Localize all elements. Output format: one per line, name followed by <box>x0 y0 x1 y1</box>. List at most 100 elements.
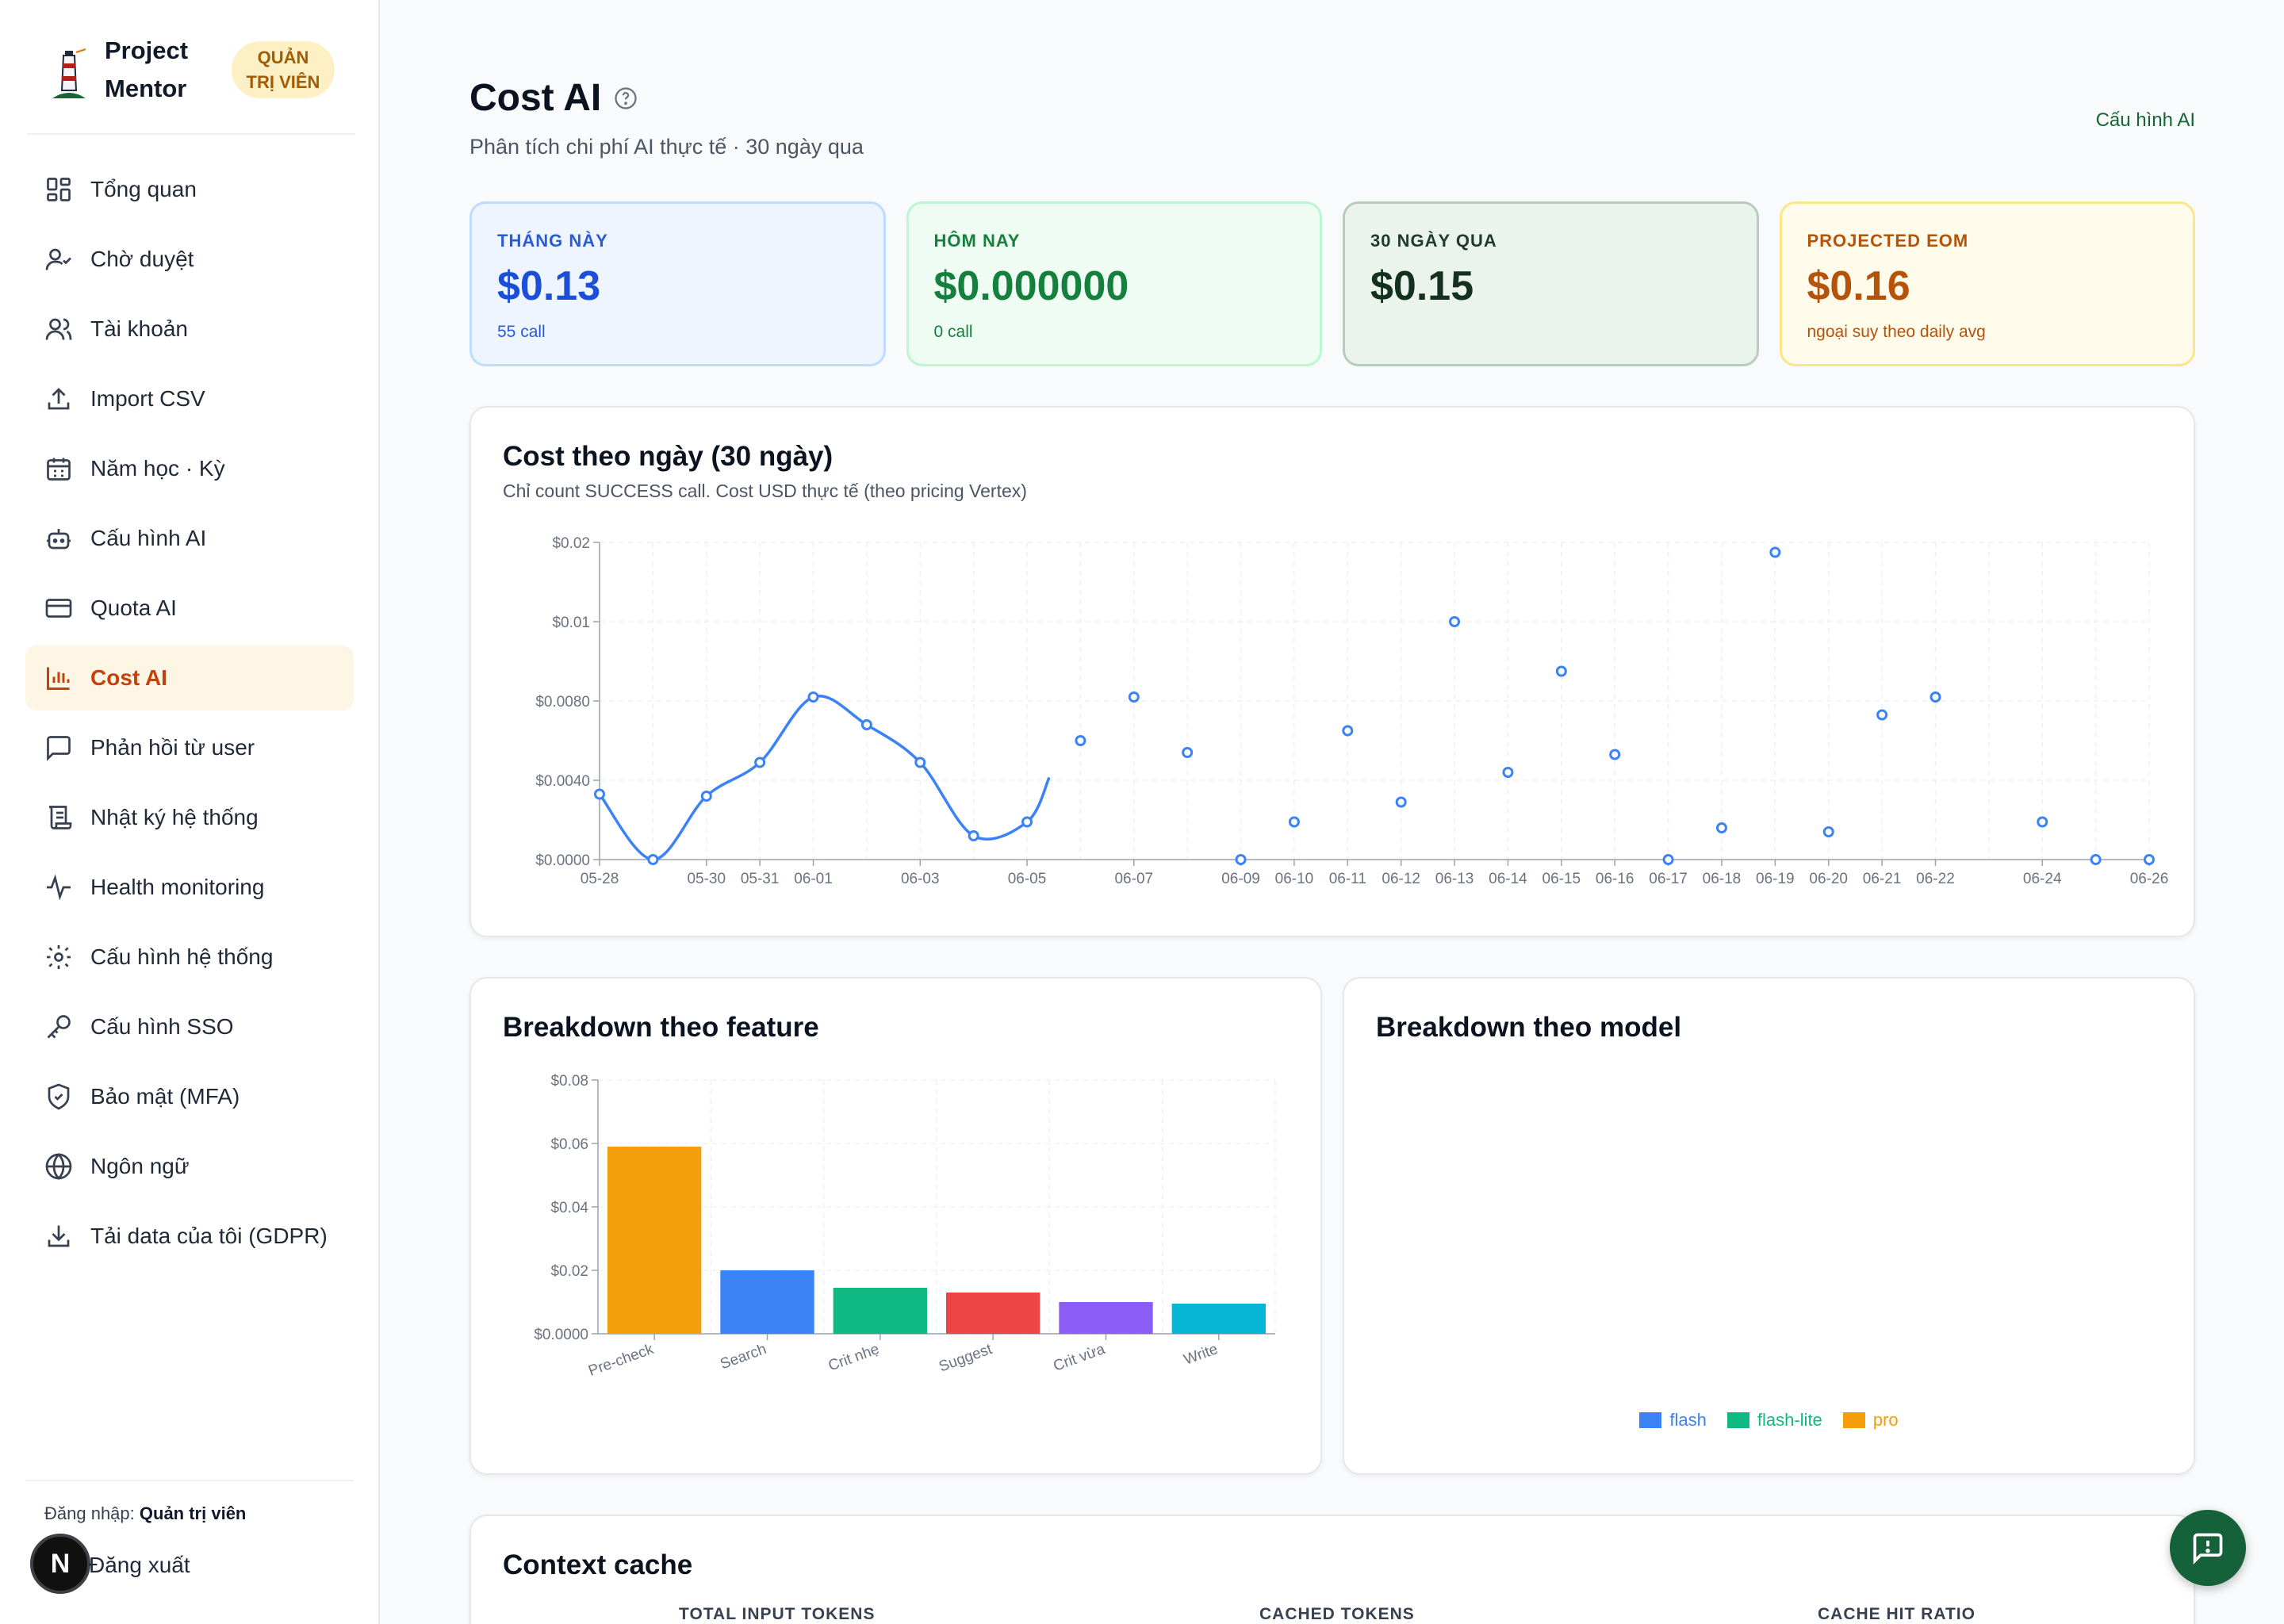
legend-item-flash[interactable]: flash <box>1639 1410 1707 1431</box>
legend-label: pro <box>1872 1410 1899 1430</box>
x-tick-label: 06-17 <box>1649 871 1688 887</box>
app-name-line1: Project <box>105 36 189 64</box>
data-point <box>1930 691 1941 703</box>
ai-config-link[interactable]: Cấu hình AI <box>2095 109 2195 131</box>
data-point <box>1502 767 1514 778</box>
context-cache-title: Context cache <box>503 1549 693 1580</box>
sidebar-item-label: Tổng quan <box>90 177 197 201</box>
bot-icon <box>43 523 75 554</box>
legend-swatch <box>1726 1412 1749 1428</box>
sidebar-item-label: Năm học · Kỳ <box>90 456 225 481</box>
sidebar-item-mfa[interactable]: Bảo mật (MFA) <box>25 1064 354 1129</box>
x-tick-label: 06-19 <box>1756 871 1795 887</box>
data-point <box>647 854 659 865</box>
sidebar-item-school-year[interactable]: Năm học · Kỳ <box>25 436 354 501</box>
sidebar-item-system-config[interactable]: Cấu hình hệ thống <box>25 925 354 990</box>
data-point <box>914 756 926 768</box>
help-circle-icon[interactable] <box>614 86 638 110</box>
sidebar-item-pending[interactable]: Chờ duyệt <box>25 227 354 292</box>
logout-label: Đăng xuất <box>89 1553 190 1577</box>
legend-item-flash-lite[interactable]: flash-lite <box>1726 1410 1822 1431</box>
data-point <box>1235 854 1247 865</box>
kpi-card-30-days: 30 NGÀY QUA $0.15 <box>1343 201 1759 366</box>
x-tick-label: 06-03 <box>901 871 940 887</box>
context-cache-card: Context cache TOTAL INPUT TOKENS CACHED … <box>469 1515 2195 1624</box>
sidebar-item-label: Cấu hình SSO <box>90 1014 234 1039</box>
sidebar-item-label: Tải data của tôi (GDPR) <box>90 1224 328 1248</box>
key-icon <box>43 1011 75 1043</box>
data-point <box>1715 822 1727 833</box>
data-point <box>1555 665 1567 677</box>
legend-item-pro[interactable]: pro <box>1842 1410 1899 1431</box>
avatar[interactable]: N <box>30 1534 90 1594</box>
x-tick-label: 06-14 <box>1489 871 1527 887</box>
data-point <box>1075 735 1086 746</box>
x-tick-label: 05-30 <box>687 871 726 887</box>
x-tick-label: Crit nhẹ <box>826 1341 882 1374</box>
data-point <box>1288 816 1300 828</box>
download-icon <box>43 1220 75 1252</box>
page-subtitle: Phân tích chi phí AI thực tế · 30 ngày q… <box>469 135 864 159</box>
data-point <box>968 830 979 841</box>
sidebar-item-quota-ai[interactable]: Quota AI <box>25 576 354 641</box>
sidebar-item-feedback[interactable]: Phản hồi từ user <box>25 715 354 780</box>
sidebar-item-label: Chờ duyệt <box>90 247 194 271</box>
data-point <box>860 719 872 730</box>
sidebar-item-gdpr-download[interactable]: Tải data của tôi (GDPR) <box>25 1204 354 1269</box>
x-tick-label: 06-24 <box>2023 871 2062 887</box>
login-info: Đăng nhập: Quản trị viên <box>25 1503 354 1524</box>
sidebar-item-label: Cấu hình AI <box>90 526 207 550</box>
kpi-value: $0.16 <box>1807 263 1910 309</box>
role-badge: QUẢN TRỊ VIÊN <box>232 41 335 98</box>
calendar-icon <box>43 453 75 485</box>
sidebar-item-language[interactable]: Ngôn ngữ <box>25 1134 354 1199</box>
x-tick-label: Suggest <box>937 1341 994 1376</box>
x-tick-label: 06-07 <box>1114 871 1153 887</box>
data-point <box>1449 616 1461 627</box>
model-breakdown-title: Breakdown theo model <box>1376 1012 1682 1043</box>
x-tick-label: 06-21 <box>1863 871 1902 887</box>
legend-label: flash-lite <box>1757 1410 1822 1430</box>
sidebar-item-label: Cấu hình hệ thống <box>90 944 274 969</box>
bar <box>607 1147 702 1334</box>
y-tick-label: $0.08 <box>550 1073 588 1090</box>
cached-tokens-header: CACHED TOKENS <box>1259 1605 1415 1623</box>
y-tick-label: $0.0040 <box>535 773 590 790</box>
kpi-card-projected-eom: PROJECTED EOM $0.16 ngoại suy theo daily… <box>1779 201 2195 366</box>
logout-button[interactable]: Đăng xuất <box>89 1553 190 1578</box>
x-tick-label: 06-05 <box>1008 871 1047 887</box>
app-name-line2: Mentor <box>105 75 187 102</box>
series-line <box>598 694 1051 861</box>
y-tick-label: $0.0000 <box>534 1327 588 1343</box>
legend-swatch <box>1842 1412 1865 1428</box>
x-tick-label: 06-26 <box>2130 871 2169 887</box>
data-point <box>1395 796 1407 808</box>
data-point <box>1662 854 1674 865</box>
sidebar-item-sso[interactable]: Cấu hình SSO <box>25 994 354 1059</box>
sidebar-item-accounts[interactable]: Tài khoản <box>25 297 354 362</box>
sidebar-item-overview[interactable]: Tổng quan <box>25 157 354 222</box>
sidebar-item-label: Nhật ký hệ thống <box>90 805 259 829</box>
message-square-icon <box>43 732 75 764</box>
login-user: Quản trị viên <box>139 1503 247 1523</box>
daily-cost-subtitle: Chỉ count SUCCESS call. Cost USD thực tế… <box>503 481 1027 501</box>
total-input-tokens-header: TOTAL INPUT TOKENS <box>679 1605 876 1623</box>
login-prefix: Đăng nhập: <box>44 1503 135 1523</box>
feedback-chat-button[interactable] <box>2170 1510 2246 1586</box>
y-tick-label: $0.02 <box>550 1263 588 1280</box>
sidebar-item-cost-ai[interactable]: Cost AI <box>25 645 354 710</box>
globe-icon <box>43 1151 75 1182</box>
sidebar-item-health[interactable]: Health monitoring <box>25 855 354 920</box>
kpi-card-month: THÁNG NÀY $0.13 55 call <box>469 201 886 366</box>
x-tick-label: 06-11 <box>1329 871 1366 887</box>
kpi-note: ngoại suy theo daily avg <box>1807 323 1986 341</box>
activity-icon <box>43 871 75 903</box>
sidebar-item-system-log[interactable]: Nhật ký hệ thống <box>25 785 354 850</box>
sidebar-item-import-csv[interactable]: Import CSV <box>25 366 354 431</box>
brand: Project Mentor QUẢN TRỊ VIÊN <box>27 27 355 135</box>
legend-swatch <box>1639 1412 1662 1428</box>
sidebar-item-label: Import CSV <box>90 386 205 411</box>
sidebar-item-ai-config[interactable]: Cấu hình AI <box>25 506 354 571</box>
x-tick-label: 05-31 <box>741 871 780 887</box>
x-tick-label: 06-13 <box>1435 871 1474 887</box>
